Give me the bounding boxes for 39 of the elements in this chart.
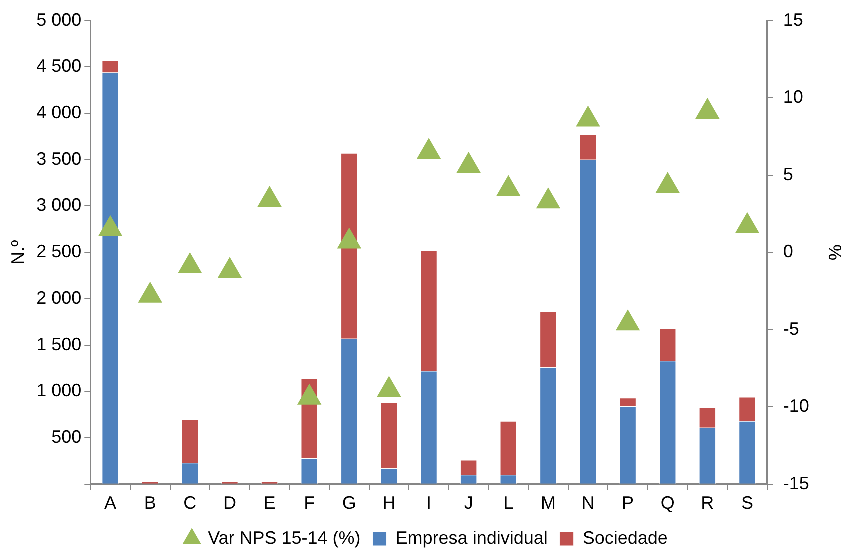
x-tick-label: A	[104, 493, 117, 514]
x-tick-label: F	[304, 493, 316, 514]
y2-tick-label: 5	[783, 164, 794, 184]
y2-tick-label: -15	[783, 473, 810, 494]
legend-label: Var NPS 15-14 (%)	[208, 528, 361, 548]
x-tick-label: I	[426, 493, 432, 514]
x-tick-label: H	[382, 493, 396, 514]
y-tick-label: 1 000	[36, 380, 82, 401]
x-tick-label: N	[582, 493, 595, 514]
y-tick-label: 2 000	[36, 288, 82, 308]
x-tick-label: R	[701, 493, 714, 514]
x-tick-label: B	[144, 493, 156, 514]
y-tick-label: 2 500	[36, 242, 82, 262]
y-tick-label: 4 500	[36, 56, 82, 76]
y-tick-label: 3 000	[36, 195, 82, 216]
y2-tick-label: 15	[783, 10, 804, 30]
y2-tick-label: -10	[783, 396, 810, 416]
y2-tick-label: 10	[783, 87, 804, 108]
y-axis-title: N.º	[8, 240, 28, 265]
y-tick-label: 4 000	[36, 102, 82, 122]
x-tick-label: C	[184, 493, 197, 514]
legend-label: Sociedade	[582, 528, 668, 548]
x-tick-label: S	[741, 493, 754, 514]
legend-label: Empresa individual	[396, 528, 548, 548]
x-tick-label: D	[223, 493, 236, 514]
y-tick-label: 3 500	[36, 148, 82, 169]
y2-axis-title: %	[825, 244, 846, 261]
x-tick-label: E	[264, 493, 276, 514]
x-tick-label: J	[464, 493, 474, 514]
x-tick-label: P	[622, 493, 634, 514]
x-tick-label: L	[504, 493, 514, 514]
y2-tick-label: -5	[783, 318, 800, 339]
y-tick-label: 5 000	[36, 10, 82, 30]
y-tick-label: 500	[52, 427, 82, 448]
y-tick-label: 1 500	[36, 334, 82, 354]
y2-tick-label: 0	[783, 242, 794, 262]
x-tick-label: Q	[660, 493, 675, 514]
x-tick-label: G	[342, 493, 356, 514]
x-tick-label: M	[540, 493, 556, 514]
